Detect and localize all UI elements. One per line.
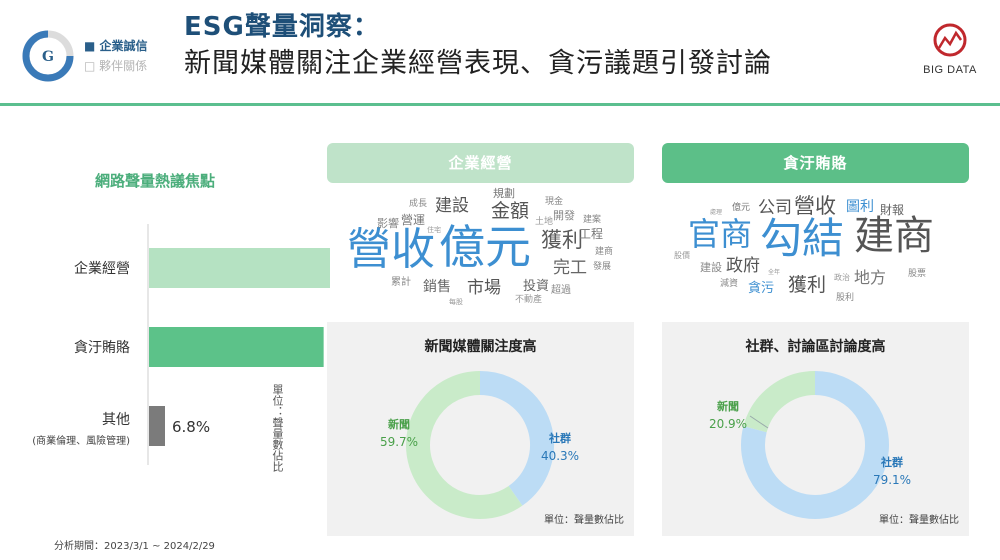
cloud-word: 超過 [551, 285, 571, 296]
title-line-1: ESG聲量洞察： [184, 12, 380, 42]
cloud-word: 獲利 [788, 274, 827, 296]
cloud-word: 建商 [595, 247, 614, 257]
cloud-word: 政府 [726, 256, 760, 276]
bar-category-label: 其他 [102, 412, 130, 428]
word-cloud-corruption: 官商 勾結 建商 公司 營收 圖利 財報 億元 政府 獲利 地方 貪污 建設 股… [662, 188, 969, 316]
cloud-word: 全年 [768, 269, 781, 276]
cloud-word: 市場 [467, 278, 501, 298]
donut-title: 新聞媒體關注度高 [424, 339, 537, 355]
nav-item-integrity[interactable]: ■ 企業誠信 [84, 39, 148, 53]
cloud-word: 建設 [700, 261, 722, 274]
cloud-word: 營收 [794, 194, 836, 218]
donut-box-media: 新聞媒體關注度高 社群 40.3% 新聞 59.7% 單位：聲量數佔比 [327, 322, 634, 536]
panel-header-business: 企業經營 [327, 143, 634, 183]
cloud-word: 累計 [391, 277, 411, 288]
bar-chart-title: 網路聲量熱議焦點 [94, 172, 215, 190]
cloud-word: 現金 [545, 197, 564, 207]
cloud-word: 金額 [491, 200, 530, 222]
cloud-word: 建設 [435, 196, 469, 216]
bar-category-label: 貪汙賄賂 [74, 339, 130, 356]
cloud-word: 規劃 [493, 187, 515, 200]
cloud-word: 股票 [908, 269, 927, 279]
svg-text:G: G [42, 49, 54, 65]
cloud-word: 勾結 [760, 214, 845, 263]
cloud-word: 發展 [593, 262, 612, 272]
slice-name-label: 社群 [548, 431, 571, 445]
bar-category-note: (商業倫理、風險管理) [32, 434, 130, 447]
donut-slice [743, 371, 816, 433]
slice-name-label: 社群 [880, 455, 903, 469]
slice-value-label: 59.7% [380, 435, 418, 449]
donut-unit: 單位：聲量數佔比 [879, 515, 959, 526]
cloud-word: 財報 [880, 203, 905, 217]
panel-header-corruption: 貪汙賄賂 [662, 143, 969, 183]
cloud-word: 億元 [732, 203, 751, 213]
cloud-word: 營收 [347, 224, 435, 275]
cloud-word: 完工 [553, 258, 587, 278]
cloud-word: 不動產 [515, 295, 543, 305]
cloud-word: 住宅 [427, 226, 441, 234]
donut-slice [406, 371, 523, 519]
cloud-word: 銷售 [423, 279, 451, 295]
cloud-word: 億元 [439, 220, 531, 274]
cloud-word: 建案 [583, 215, 602, 225]
cloud-word: 影響 [377, 217, 399, 230]
cloud-word: 土地 [535, 217, 554, 227]
cloud-word: 成長 [409, 199, 428, 209]
donut-chart-media: 社群 40.3% 新聞 59.7% [380, 371, 579, 519]
cloud-word: 投資 [523, 279, 550, 294]
cloud-word: 貪污 [748, 281, 775, 296]
bar [149, 406, 165, 446]
cloud-word: 政治 [834, 273, 850, 282]
cloud-word: 公司 [758, 198, 792, 218]
cloud-word: 每股 [449, 298, 463, 306]
big-data-logo-icon [933, 23, 967, 57]
bar [149, 248, 330, 288]
donut-chart-social: 社群 79.1% 新聞 20.9% [709, 371, 911, 519]
slice-value-label: 20.9% [709, 417, 747, 431]
donut-unit: 單位：聲量數佔比 [544, 515, 624, 526]
donut-slice [741, 371, 889, 519]
brand-name: BIG DATA [923, 64, 977, 76]
donut-box-social: 社群、討論區討論度高 社群 79.1% 新聞 20.9% 單位：聲量數佔比 [662, 322, 969, 536]
bar-chart-unit: 單位：聲量數佔比 [271, 384, 284, 472]
cloud-word: 股利 [836, 293, 855, 303]
title-line-2: 新聞媒體關注企業經營表現、貪污議題引發討論 [184, 48, 772, 79]
g-logo-icon: G [22, 30, 74, 82]
slice-name-label: 新聞 [388, 417, 410, 431]
cloud-word: 官商 [688, 215, 753, 253]
cloud-word: 建商 [854, 213, 934, 259]
nav-item-label: 夥伴關係 [99, 59, 148, 73]
page-title: ESG聲量洞察： 新聞媒體關注企業經營表現、貪污議題引發討論 [184, 10, 772, 84]
callout-line [749, 415, 769, 429]
donut-slice [479, 371, 554, 506]
donut-title: 社群、討論區討論度高 [745, 339, 886, 355]
word-cloud-business: 營收 億元 獲利 金額 建設 市場 完工 銷售 投資 規劃 營運 影響 成長 開… [327, 188, 634, 316]
slice-value-label: 40.3% [541, 449, 579, 463]
cloud-word: 營運 [401, 213, 426, 227]
cloud-word: 減資 [720, 279, 739, 289]
slice-name-label: 新聞 [717, 399, 739, 413]
section-nav: ■ 企業誠信 □ 夥伴關係 [84, 36, 148, 76]
cloud-word: 獲利 [541, 228, 583, 252]
slice-value-label: 79.1% [873, 473, 911, 487]
bar-category-label: 企業經營 [74, 260, 130, 277]
nav-item-partnership[interactable]: □ 夥伴關係 [84, 59, 148, 73]
cloud-word: 開發 [553, 209, 575, 222]
big-data-logo: BIG DATA [918, 22, 982, 82]
cloud-word: 工程 [579, 227, 604, 241]
cloud-word: 地方 [854, 268, 887, 287]
cloud-word: 處理 [710, 209, 723, 216]
bar [149, 327, 324, 367]
header-divider [0, 103, 1000, 106]
cloud-word: 股價 [674, 251, 690, 260]
cloud-word: 圖利 [846, 199, 874, 215]
bar-value-label: 6.8% [172, 418, 210, 436]
nav-item-label: 企業誠信 [99, 39, 148, 53]
analysis-period: 分析期間：2023/3/1 ~ 2024/2/29 [54, 541, 215, 552]
